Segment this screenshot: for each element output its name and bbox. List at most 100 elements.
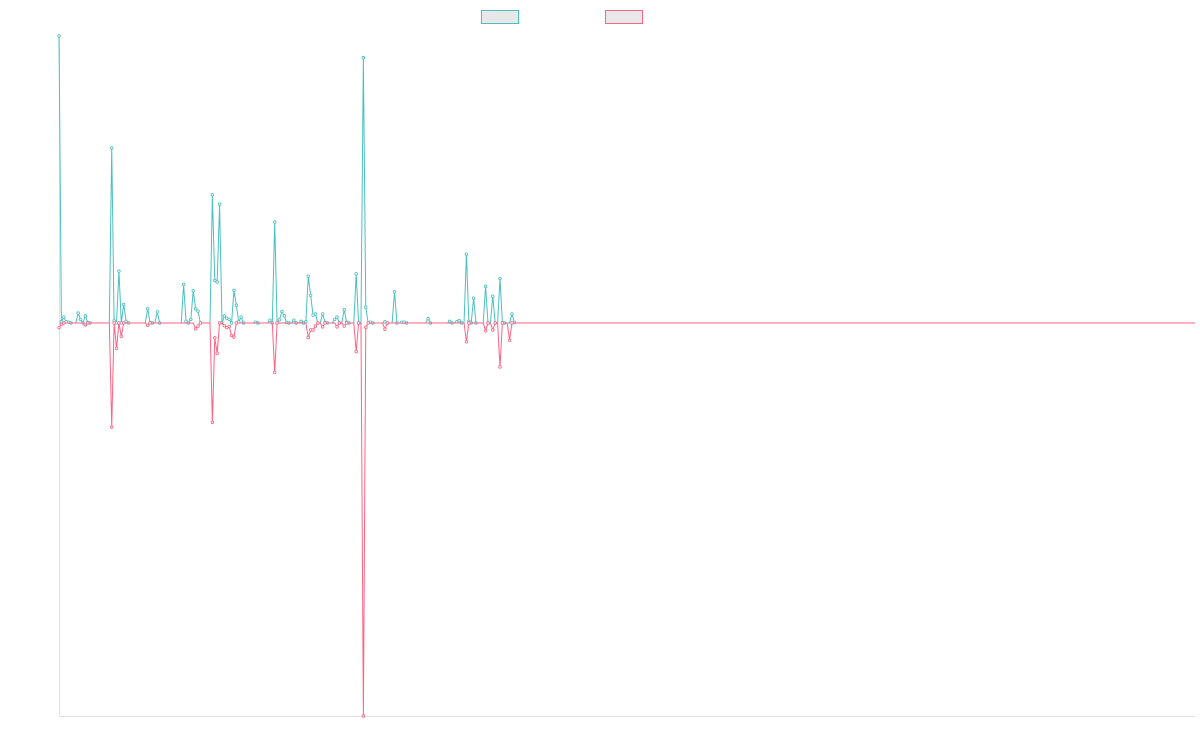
series-1-point[interactable]	[83, 314, 88, 318]
series-2-point[interactable]	[361, 714, 366, 718]
series-1-point[interactable]	[510, 312, 514, 316]
series-2-point[interactable]	[316, 321, 320, 325]
series-2-point[interactable]	[227, 324, 231, 329]
series-2-point[interactable]	[215, 351, 219, 355]
series-1-point[interactable]	[268, 318, 272, 322]
series-1-point[interactable]	[491, 294, 495, 298]
series-1-point[interactable]	[193, 307, 198, 311]
series-1-point[interactable]	[392, 290, 397, 294]
legend-item-series-1[interactable]	[481, 9, 525, 25]
series-2-point[interactable]	[273, 370, 277, 375]
series-2-point[interactable]	[483, 329, 488, 333]
series-1-point[interactable]	[196, 309, 200, 313]
series-2-point[interactable]	[232, 335, 236, 339]
series-1-point[interactable]	[354, 272, 358, 276]
series-2-point[interactable]	[507, 338, 512, 342]
series-1-point[interactable]	[464, 252, 469, 256]
series-2-point[interactable]	[148, 321, 152, 325]
series-1-point[interactable]	[191, 289, 195, 293]
series-2-point[interactable]	[383, 327, 387, 331]
series-2-point[interactable]	[198, 321, 203, 325]
series-1-point[interactable]	[215, 280, 219, 284]
series-1-point[interactable]	[426, 316, 430, 321]
series-2-point[interactable]	[122, 321, 126, 325]
series-2-point[interactable]	[344, 321, 349, 325]
series-1-point[interactable]	[483, 284, 488, 289]
series-2-point[interactable]	[510, 321, 514, 325]
series-2-point[interactable]	[117, 321, 121, 325]
series-2-point[interactable]	[342, 324, 346, 328]
series-2-point[interactable]	[356, 321, 361, 325]
series-2-point[interactable]	[354, 349, 358, 354]
series-1-point[interactable]	[273, 220, 277, 224]
series-1-point[interactable]	[280, 309, 284, 314]
series-2-point[interactable]	[366, 321, 370, 325]
series-1-point[interactable]	[222, 314, 227, 318]
series-2-point[interactable]	[114, 346, 119, 351]
series-1-point[interactable]	[364, 305, 368, 309]
series-2-point[interactable]	[337, 321, 342, 325]
series-1-point[interactable]	[457, 318, 461, 323]
series-1-point[interactable]	[117, 269, 121, 273]
series-2-point[interactable]	[320, 325, 325, 329]
series-1-point[interactable]	[227, 317, 231, 322]
series-2-point[interactable]	[62, 321, 66, 325]
series-1-point[interactable]	[232, 288, 236, 293]
series-1-point[interactable]	[308, 293, 313, 298]
series-1-point[interactable]	[57, 34, 61, 38]
series-1-point[interactable]	[122, 302, 126, 307]
series-2-point[interactable]	[493, 321, 497, 325]
series-2-point[interactable]	[119, 334, 124, 338]
series-1-point[interactable]	[229, 321, 234, 325]
series-1-point[interactable]	[155, 310, 159, 314]
series-1-point[interactable]	[361, 55, 366, 60]
series-2-point[interactable]	[385, 321, 390, 325]
series-2-point[interactable]	[306, 335, 310, 340]
series-1-point[interactable]	[189, 317, 193, 322]
series-1-point[interactable]	[217, 202, 222, 206]
series-2-point[interactable]	[229, 333, 234, 338]
series-2-point[interactable]	[112, 321, 116, 325]
series-1-point[interactable]	[62, 315, 66, 319]
series-2-point[interactable]	[110, 425, 114, 429]
series-1-point[interactable]	[277, 318, 282, 322]
series-2-point[interactable]	[193, 327, 198, 331]
series-2-point[interactable]	[210, 420, 215, 425]
series-2-point[interactable]	[486, 321, 490, 325]
series-2-point[interactable]	[145, 323, 150, 327]
series-1-point[interactable]	[498, 276, 502, 281]
series-1-point[interactable]	[213, 278, 217, 283]
series-1-point[interactable]	[78, 317, 83, 322]
series-1-point[interactable]	[234, 303, 239, 307]
series-1-point[interactable]	[292, 318, 296, 322]
series-2-point[interactable]	[311, 328, 315, 332]
series-2-point[interactable]	[500, 321, 505, 325]
series-2-point[interactable]	[86, 321, 90, 325]
series-2-point[interactable]	[57, 325, 61, 330]
series-1-point[interactable]	[145, 307, 150, 311]
series-2-point[interactable]	[213, 336, 217, 340]
series-1-point[interactable]	[239, 315, 243, 319]
series-1-point[interactable]	[320, 312, 325, 316]
series-1-point[interactable]	[342, 307, 346, 312]
series-1-point[interactable]	[306, 274, 310, 278]
series-2-point[interactable]	[196, 324, 200, 328]
series-2-point[interactable]	[323, 321, 327, 325]
series-1-point[interactable]	[332, 317, 337, 322]
series-2-point[interactable]	[498, 365, 502, 369]
series-1-point[interactable]	[471, 296, 476, 300]
series-2-point[interactable]	[217, 321, 222, 325]
series-1-point[interactable]	[76, 311, 80, 315]
series-2-point[interactable]	[464, 340, 469, 344]
series-2-point[interactable]	[275, 321, 279, 325]
series-1-point[interactable]	[110, 146, 114, 150]
series-2-point[interactable]	[313, 324, 318, 328]
legend-item-series-2[interactable]	[605, 9, 649, 25]
series-2-point[interactable]	[491, 328, 495, 332]
series-1-point[interactable]	[335, 315, 339, 319]
series-2-point[interactable]	[222, 323, 227, 328]
series-2-point[interactable]	[467, 321, 471, 325]
series-2-point[interactable]	[364, 325, 368, 329]
series-1-point[interactable]	[282, 314, 286, 318]
series-1-point[interactable]	[181, 282, 186, 287]
